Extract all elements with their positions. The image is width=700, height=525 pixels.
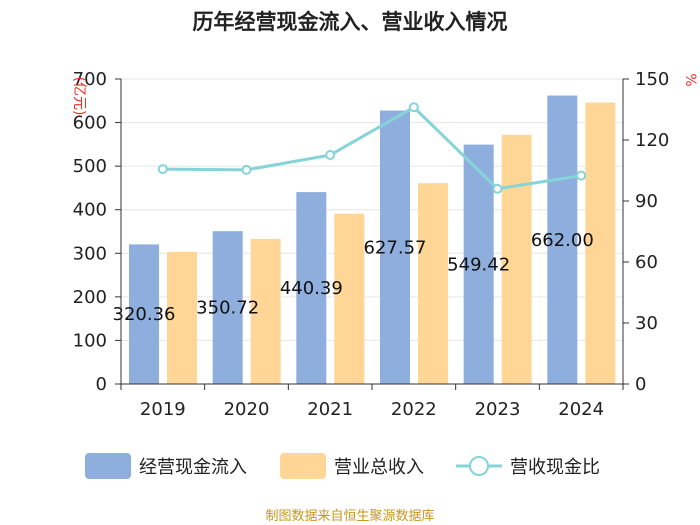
y-left-tick-label: 500 (73, 156, 107, 177)
x-tick-label: 2020 (224, 399, 270, 420)
cash-inflow-bar (129, 244, 159, 384)
revenue-bar (250, 238, 281, 384)
y-left-tick-label: 200 (73, 287, 107, 308)
x-tick-label: 2022 (391, 399, 437, 420)
legend-label-ratio: 营收现金比 (510, 457, 600, 478)
y-left-label: (亿元) (71, 77, 87, 116)
axes: 0 100 200 300 400 500 600 700 0 30 60 90 120 150 2019 2… (73, 69, 670, 420)
y-left-tick-label: 400 (73, 200, 107, 221)
ratio-point (325, 150, 336, 161)
legend-swatch-revenue (280, 453, 326, 479)
y-right-label: % (682, 73, 698, 86)
cash-inflow-bar (380, 110, 410, 385)
y-left-tick-label: 600 (73, 113, 107, 134)
ratio-point (492, 183, 503, 194)
cash-inflow-bar (296, 192, 327, 384)
ratio-point (408, 102, 419, 113)
ratio-point (157, 164, 168, 175)
revenue-bar (334, 213, 365, 384)
cash-inflow-bar (212, 231, 243, 384)
revenue-bar (585, 102, 616, 385)
y-left-tick-label: 300 (73, 243, 107, 264)
bar-data-label: 350.72 (196, 298, 259, 319)
ratio-point (241, 164, 252, 175)
cash-inflow-bar (547, 95, 578, 385)
legend-swatch-cash-inflow (85, 453, 131, 479)
x-tick-label: 2021 (307, 399, 353, 420)
grid (121, 78, 623, 341)
y-right-tick-label: 0 (635, 374, 646, 395)
cash-inflow-bar (463, 144, 494, 384)
chart-title: 历年经营现金流入、营业收入情况 (193, 10, 508, 34)
y-right-tick-label: 30 (635, 313, 658, 334)
y-right-tick-label: 120 (635, 130, 669, 151)
revenue-bar (418, 183, 448, 384)
y-right-tick-label: 150 (635, 69, 669, 90)
x-tick-label: 2024 (558, 399, 604, 420)
bar-data-label: 627.57 (364, 237, 427, 258)
revenue-bar (167, 251, 197, 384)
y-right-tick-label: 60 (635, 252, 658, 273)
legend-label-revenue: 营业总收入 (334, 457, 424, 478)
legend-swatch-ratio-marker (469, 456, 489, 476)
bar-data-label: 320.36 (113, 304, 176, 325)
bar-data-label: 549.42 (447, 254, 510, 275)
line-series (157, 102, 587, 194)
source-note: 制图数据来自恒生聚源数据库 (265, 508, 434, 524)
y-left-tick-label: 700 (73, 69, 107, 90)
data-labels: 320.36 350.72 440.39 627.57 549.42 662.00 (113, 230, 594, 325)
ratio-point (576, 170, 587, 181)
x-tick-label: 2019 (140, 399, 186, 420)
legend: 经营现金流入 营业总收入 营收现金比 (85, 453, 600, 479)
y-left-tick-label: 0 (96, 374, 107, 395)
ratio-line (162, 105, 582, 191)
x-tick-label: 2023 (475, 399, 521, 420)
revenue-bar (501, 134, 532, 384)
bar-data-label: 662.00 (531, 230, 594, 251)
bar-data-label: 440.39 (280, 278, 343, 299)
y-left-tick-label: 100 (73, 330, 107, 351)
y-right-tick-label: 90 (635, 191, 658, 212)
bars (129, 95, 616, 385)
legend-label-cash-inflow: 经营现金流入 (139, 457, 247, 478)
